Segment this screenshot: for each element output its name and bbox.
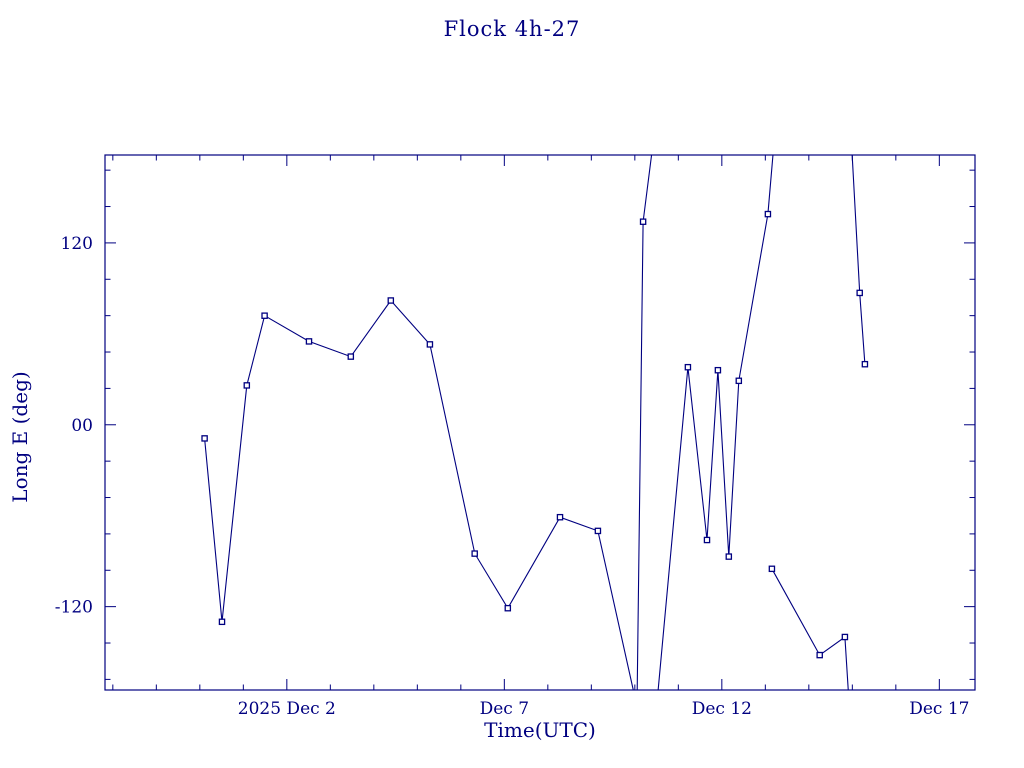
data-point-marker: [556, 513, 564, 521]
data-point-marker: [725, 553, 733, 560]
data-point-marker: [861, 360, 869, 368]
data-point-marker: [471, 550, 478, 557]
data-point-marker: [841, 633, 849, 641]
data-point-marker: [703, 536, 711, 544]
data-point-marker: [201, 435, 208, 442]
data-series-line: [204, 155, 653, 690]
data-point-marker: [261, 312, 268, 319]
data-point-marker: [305, 338, 313, 345]
x-tick-label: Dec 7: [480, 699, 529, 719]
data-point-marker: [218, 618, 226, 626]
chart-title: Flock 4h-27: [443, 17, 581, 41]
data-point-marker: [654, 704, 659, 709]
plot-frame: [104, 154, 976, 691]
data-point-marker: [771, 140, 776, 145]
data-point-marker: [856, 289, 863, 297]
data-series-line: [851, 155, 866, 365]
data-point-marker: [651, 140, 656, 145]
x-tick-label: Dec 12: [692, 699, 752, 719]
data-point-marker: [243, 382, 251, 389]
data-point-marker: [426, 341, 434, 348]
x-tick-label: 2025 Dec 2: [238, 699, 336, 719]
y-tick-label: 120: [61, 234, 93, 254]
data-point-marker: [768, 565, 776, 573]
data-point-marker: [387, 297, 395, 304]
data-point-marker: [634, 704, 639, 709]
y-tick-label: 00: [71, 416, 93, 436]
y-tick-label: -120: [55, 598, 93, 618]
data-series-line: [771, 568, 849, 690]
data-point-marker: [504, 604, 512, 612]
data-point-marker: [714, 366, 722, 374]
data-point-marker: [594, 527, 602, 535]
data-point-marker: [639, 218, 647, 225]
x-tick-label: Dec 17: [909, 699, 969, 719]
data-point-marker: [735, 377, 743, 385]
data-point-marker: [684, 363, 692, 371]
data-series-line: [657, 155, 774, 690]
data-point-marker: [847, 704, 852, 709]
data-point-marker: [764, 210, 772, 218]
data-point-marker: [347, 353, 355, 360]
x-axis-label: Time(UTC): [484, 718, 596, 742]
data-point-marker: [816, 651, 823, 659]
data-point-marker: [849, 140, 854, 145]
